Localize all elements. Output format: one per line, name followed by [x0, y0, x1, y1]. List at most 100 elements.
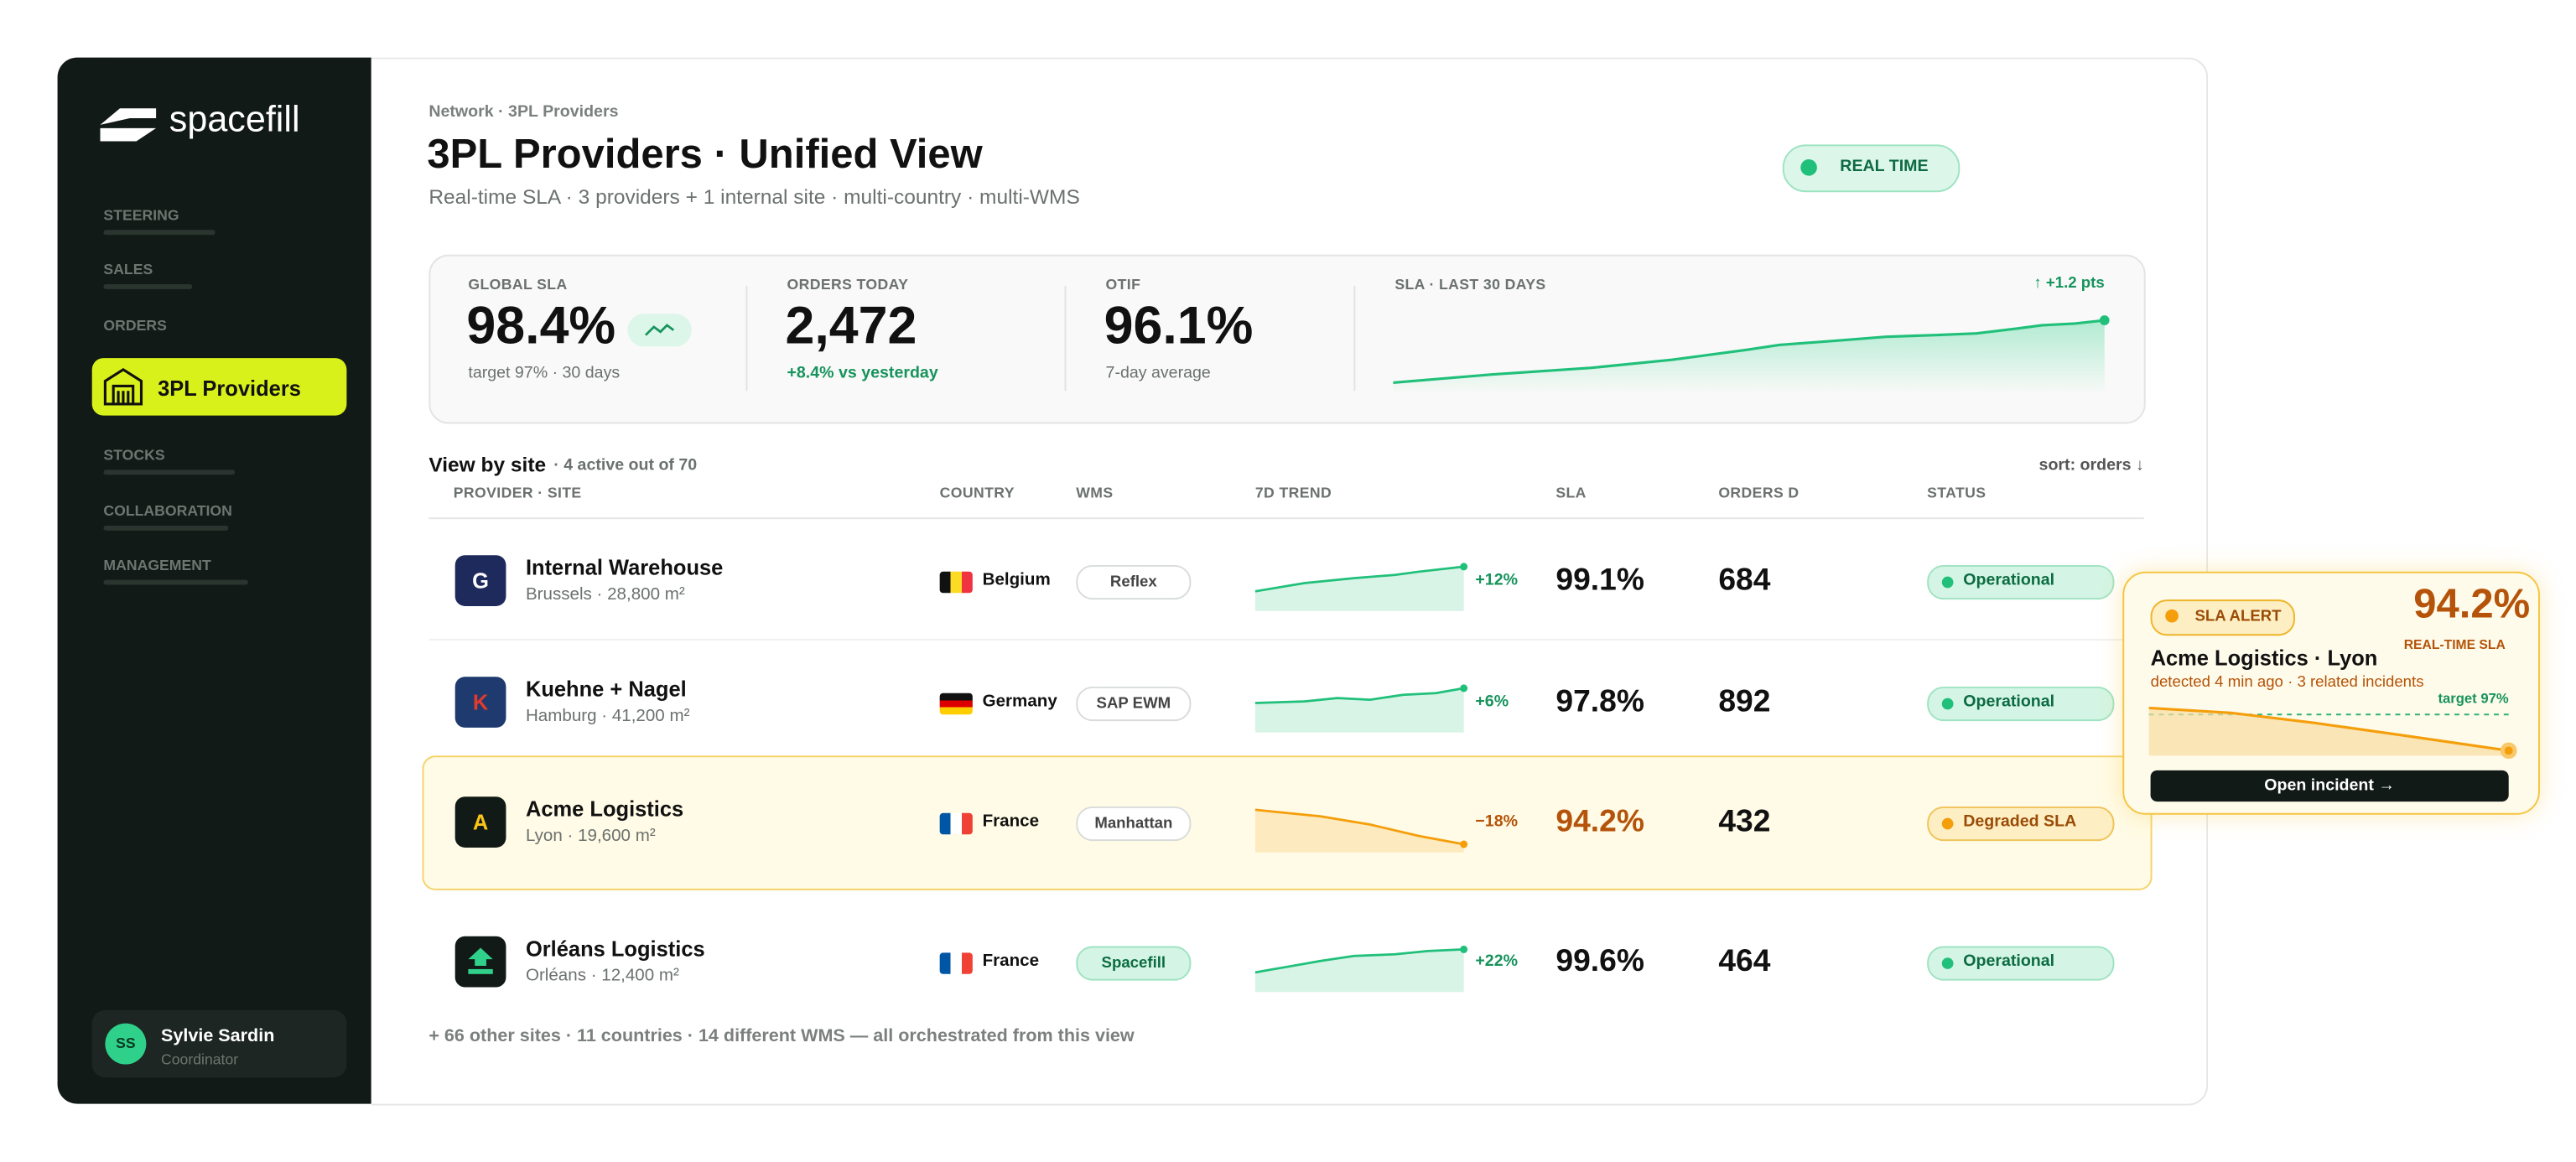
site-name: Internal Warehouse — [525, 555, 724, 580]
orders-value: 432 — [1718, 805, 1771, 840]
nav-bar — [103, 283, 193, 289]
kpi-divider — [745, 285, 748, 392]
column-header: WMS — [1076, 484, 1114, 501]
nav-item[interactable]: 3PL Providers — [158, 376, 301, 402]
alert-detail: detected 4 min ago · 3 related incidents — [2150, 673, 2424, 692]
status-pill — [1927, 686, 2115, 722]
kpi-note: +8.4% vs yesterday — [787, 364, 938, 383]
page-subtitle: Real-time SLA · 3 providers + 1 internal… — [428, 185, 1080, 209]
nav-item[interactable]: MANAGEMENT — [103, 557, 211, 573]
logo-icon — [100, 108, 157, 142]
row-highlight — [422, 755, 2153, 890]
wms-pill: SAP EWM — [1076, 686, 1192, 722]
trend-sparkline — [1254, 945, 1468, 993]
kpi-value: 98.4% — [466, 295, 616, 355]
open-incident-button[interactable]: Open incident → — [2150, 770, 2509, 802]
orders-value: 892 — [1718, 684, 1771, 720]
wms-pill: Reflex — [1076, 564, 1192, 600]
status-label: Operational — [1963, 693, 2055, 712]
nav-bar — [103, 525, 229, 531]
nav-item[interactable]: STEERING — [103, 206, 179, 224]
nav-bar — [103, 230, 216, 236]
nav-item[interactable]: SALES — [103, 261, 153, 278]
kpi-value: 96.1% — [1104, 295, 1254, 355]
site-avatar: G — [454, 555, 506, 606]
country-flag — [939, 812, 973, 835]
column-header: PROVIDER · SITE — [453, 484, 582, 501]
kpi-divider — [1064, 285, 1067, 392]
nav-active-pill[interactable] — [91, 358, 347, 416]
site-name: Kuehne + Nagel — [525, 677, 687, 702]
sla-value: 94.2% — [1555, 805, 1644, 840]
kpi-divider — [1353, 285, 1356, 392]
status-pill — [1927, 564, 2115, 600]
country-name: Germany — [982, 691, 1057, 712]
kpi-label: GLOBAL SLA — [468, 276, 568, 293]
sla-chart — [1393, 315, 2110, 395]
site-name: Orléans Logistics — [525, 936, 705, 962]
sla-spark-badge — [627, 314, 692, 347]
kpi-label: ORDERS TODAY — [787, 276, 909, 293]
trend-sparkline — [1254, 808, 1468, 853]
site-name: Acme Logistics — [525, 796, 684, 822]
trend-delta: −18% — [1475, 812, 1519, 832]
site-avatar-icon — [468, 947, 493, 974]
kpi-note: target 97% · 30 days — [468, 364, 621, 383]
trend-delta: +22% — [1475, 952, 1519, 971]
user-avatar: SS — [105, 1023, 147, 1065]
site-location: Orléans · 12,400 m² — [525, 966, 679, 986]
country-flag — [939, 952, 973, 974]
country-flag — [939, 571, 973, 594]
realtime-dot — [1800, 159, 1817, 176]
status-dot — [1941, 698, 1954, 710]
country-name: France — [982, 811, 1040, 832]
sort-control[interactable]: sort: orders ↓ — [2038, 456, 2144, 475]
country-name: Belgium — [982, 569, 1051, 590]
wms-pill: Manhattan — [1076, 806, 1192, 842]
alert-target: target 97% — [2438, 689, 2509, 707]
alert-title: Acme Logistics · Lyon — [2150, 645, 2378, 671]
column-header: ORDERS D — [1718, 484, 1800, 501]
orders-value: 684 — [1718, 563, 1771, 599]
user-role: Coordinator — [161, 1050, 239, 1068]
site-location: Hamburg · 41,200 m² — [525, 706, 690, 726]
alert-badge — [2150, 599, 2296, 636]
alert-chart — [2148, 706, 2517, 760]
status-dot — [1941, 817, 1954, 830]
kpi-label: OTIF — [1105, 276, 1141, 293]
nav-item[interactable]: ORDERS — [103, 317, 167, 334]
country-flag — [939, 693, 973, 715]
kpi-value: 2,472 — [785, 295, 917, 355]
trend-delta: +12% — [1475, 571, 1519, 590]
status-label: Degraded SLA — [1963, 812, 2077, 832]
country-name: France — [982, 951, 1040, 971]
sla-value: 99.6% — [1555, 944, 1644, 979]
trend-delta: +6% — [1475, 693, 1509, 712]
alert-value-label: REAL-TIME SLA — [2403, 637, 2506, 652]
header-rule — [428, 517, 2144, 520]
main-panel — [371, 57, 2209, 1106]
nav-bar — [103, 579, 248, 585]
status-pill — [1927, 946, 2115, 981]
wms-pill: Spacefill — [1076, 946, 1192, 981]
status-label: Operational — [1963, 571, 2055, 590]
status-dot — [1941, 957, 1954, 969]
brand: spacefill — [169, 98, 300, 140]
chart-label: SLA · LAST 30 DAYS — [1394, 276, 1546, 293]
breadcrumb: Network · 3PL Providers — [428, 103, 619, 122]
column-header: STATUS — [1927, 484, 1987, 501]
status-dot — [1941, 576, 1954, 589]
nav-bar — [103, 469, 236, 475]
kpi-note: 7-day average — [1105, 364, 1211, 383]
site-location: Brussels · 28,800 m² — [525, 584, 685, 604]
nav-item[interactable]: STOCKS — [103, 446, 165, 464]
realtime-label: REAL TIME — [1840, 158, 1929, 176]
column-header: 7D TREND — [1254, 484, 1332, 501]
footer-note: + 66 other sites · 11 countries · 14 dif… — [428, 1026, 1135, 1047]
row-divider — [428, 639, 2144, 641]
nav-item[interactable]: COLLABORATION — [103, 502, 232, 520]
alert-value: 94.2% — [2413, 581, 2531, 628]
column-header: SLA — [1555, 484, 1587, 501]
table-count: · 4 active out of 70 — [553, 456, 698, 475]
